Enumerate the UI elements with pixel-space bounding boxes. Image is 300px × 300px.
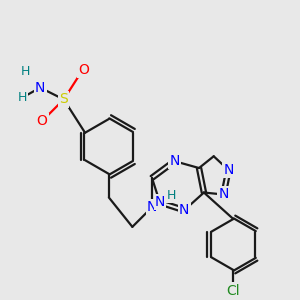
Text: S: S bbox=[59, 92, 68, 106]
Text: H: H bbox=[167, 189, 176, 202]
Text: N: N bbox=[223, 163, 234, 177]
Text: N: N bbox=[147, 200, 157, 214]
Text: H: H bbox=[18, 91, 27, 104]
Text: N: N bbox=[218, 188, 229, 202]
Text: O: O bbox=[37, 114, 48, 128]
Text: N: N bbox=[35, 81, 45, 95]
Text: N: N bbox=[179, 203, 190, 217]
Text: Cl: Cl bbox=[226, 284, 240, 298]
Text: H: H bbox=[21, 65, 30, 79]
Text: N: N bbox=[154, 195, 165, 209]
Text: N: N bbox=[169, 154, 180, 168]
Text: O: O bbox=[78, 63, 89, 77]
